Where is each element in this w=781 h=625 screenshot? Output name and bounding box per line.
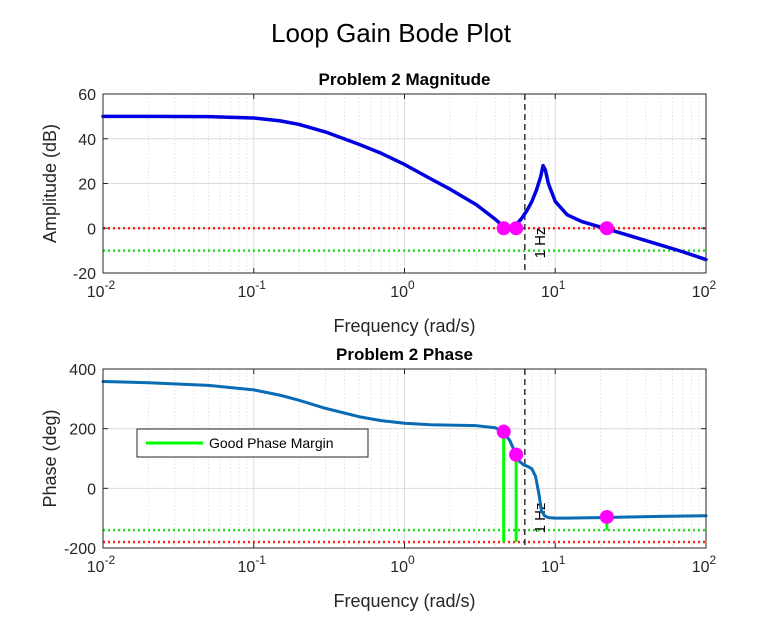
x-tick-base: 10 [541,284,559,301]
x-tick-base: 10 [692,559,710,576]
y-tick-label: 40 [78,132,96,149]
x-tick-label: 102 [692,278,717,301]
x-tick-label: 100 [390,278,415,301]
x-tick-label: 10-1 [238,278,267,301]
crossover-marker [509,447,524,462]
x-tick-label: 101 [541,278,566,301]
y-tick-label: 400 [69,362,96,379]
crossover-marker [599,221,614,236]
y-tick-label: -20 [73,266,96,283]
y-tick-label: 20 [78,177,96,194]
x-tick-label: 10-1 [238,553,267,576]
x-tick-base: 10 [541,559,559,576]
x-tick-base: 10 [238,559,256,576]
x-tick-exponent: 1 [559,278,566,292]
x-tick-exponent: 1 [559,553,566,567]
x-tick-base: 10 [390,559,408,576]
x-axis-label: Frequency (rad/s) [333,591,475,611]
legend-entry: Good Phase Margin [209,435,334,451]
y-tick-label: 0 [87,481,96,498]
crossover-marker [496,424,511,439]
y-tick-label: -200 [64,541,96,558]
x-tick-label: 102 [692,553,717,576]
x-tick-exponent: 0 [408,553,415,567]
crossover-marker [509,221,524,236]
x-tick-base: 10 [87,284,105,301]
y-axis-label: Amplitude (dB) [40,124,60,243]
x-tick-label: 100 [390,553,415,576]
x-tick-exponent: 0 [408,278,415,292]
vline-label: 1 Hz [532,503,549,534]
x-tick-base: 10 [238,284,256,301]
subplot-title: Problem 2 Magnitude [319,70,491,89]
x-tick-exponent: -2 [105,278,116,292]
y-axis-label: Phase (deg) [40,409,60,507]
x-tick-base: 10 [692,284,710,301]
crossover-marker [599,509,614,524]
y-tick-label: 60 [78,87,96,104]
x-tick-exponent: 2 [710,278,717,292]
x-axis-label: Frequency (rad/s) [333,316,475,336]
x-tick-base: 10 [87,559,105,576]
vline-label: 1 Hz [532,228,549,259]
y-tick-label: 200 [69,422,96,439]
x-tick-exponent: 2 [710,553,717,567]
x-tick-base: 10 [390,284,408,301]
x-tick-exponent: -1 [255,553,266,567]
y-tick-label: 0 [87,221,96,238]
subplot-title: Problem 2 Phase [336,345,473,364]
x-tick-label: 101 [541,553,566,576]
x-tick-label: 10-2 [87,553,116,576]
crossover-marker [496,221,511,236]
x-tick-exponent: -2 [105,553,116,567]
x-tick-exponent: -1 [255,278,266,292]
x-tick-label: 10-2 [87,278,116,301]
figure-title: Loop Gain Bode Plot [271,18,512,48]
